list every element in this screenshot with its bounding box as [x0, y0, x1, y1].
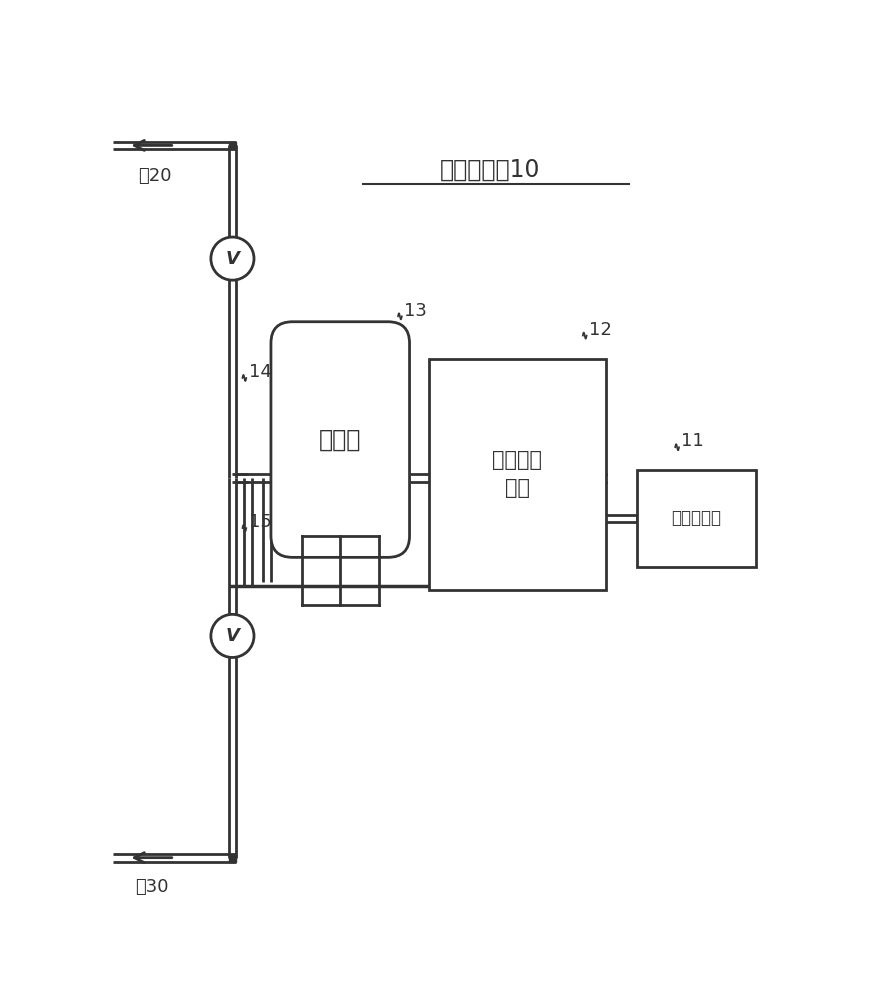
Circle shape	[211, 614, 253, 657]
Bar	[428, 359, 605, 590]
Bar	[636, 470, 755, 567]
Text: 氮气生成: 氮气生成	[492, 450, 541, 470]
Polygon shape	[229, 142, 236, 149]
Text: 12: 12	[588, 321, 611, 339]
Text: 13: 13	[404, 302, 426, 320]
Text: 装置: 装置	[504, 478, 529, 498]
Circle shape	[211, 237, 253, 280]
Text: 11: 11	[680, 432, 703, 450]
Text: V: V	[225, 250, 239, 268]
Text: 兤30: 兤30	[135, 878, 168, 896]
Text: 14: 14	[248, 363, 271, 381]
Text: 兤20: 兤20	[137, 167, 171, 185]
Text: 空气压缩机: 空气压缩机	[671, 509, 720, 527]
Text: 氮气羐: 氮气羐	[319, 428, 361, 452]
Text: V: V	[225, 627, 239, 645]
Polygon shape	[229, 854, 236, 862]
FancyBboxPatch shape	[270, 322, 409, 557]
Text: 15: 15	[248, 513, 271, 531]
Text: 氮气供给郥10: 氮气供给郥10	[439, 158, 540, 182]
